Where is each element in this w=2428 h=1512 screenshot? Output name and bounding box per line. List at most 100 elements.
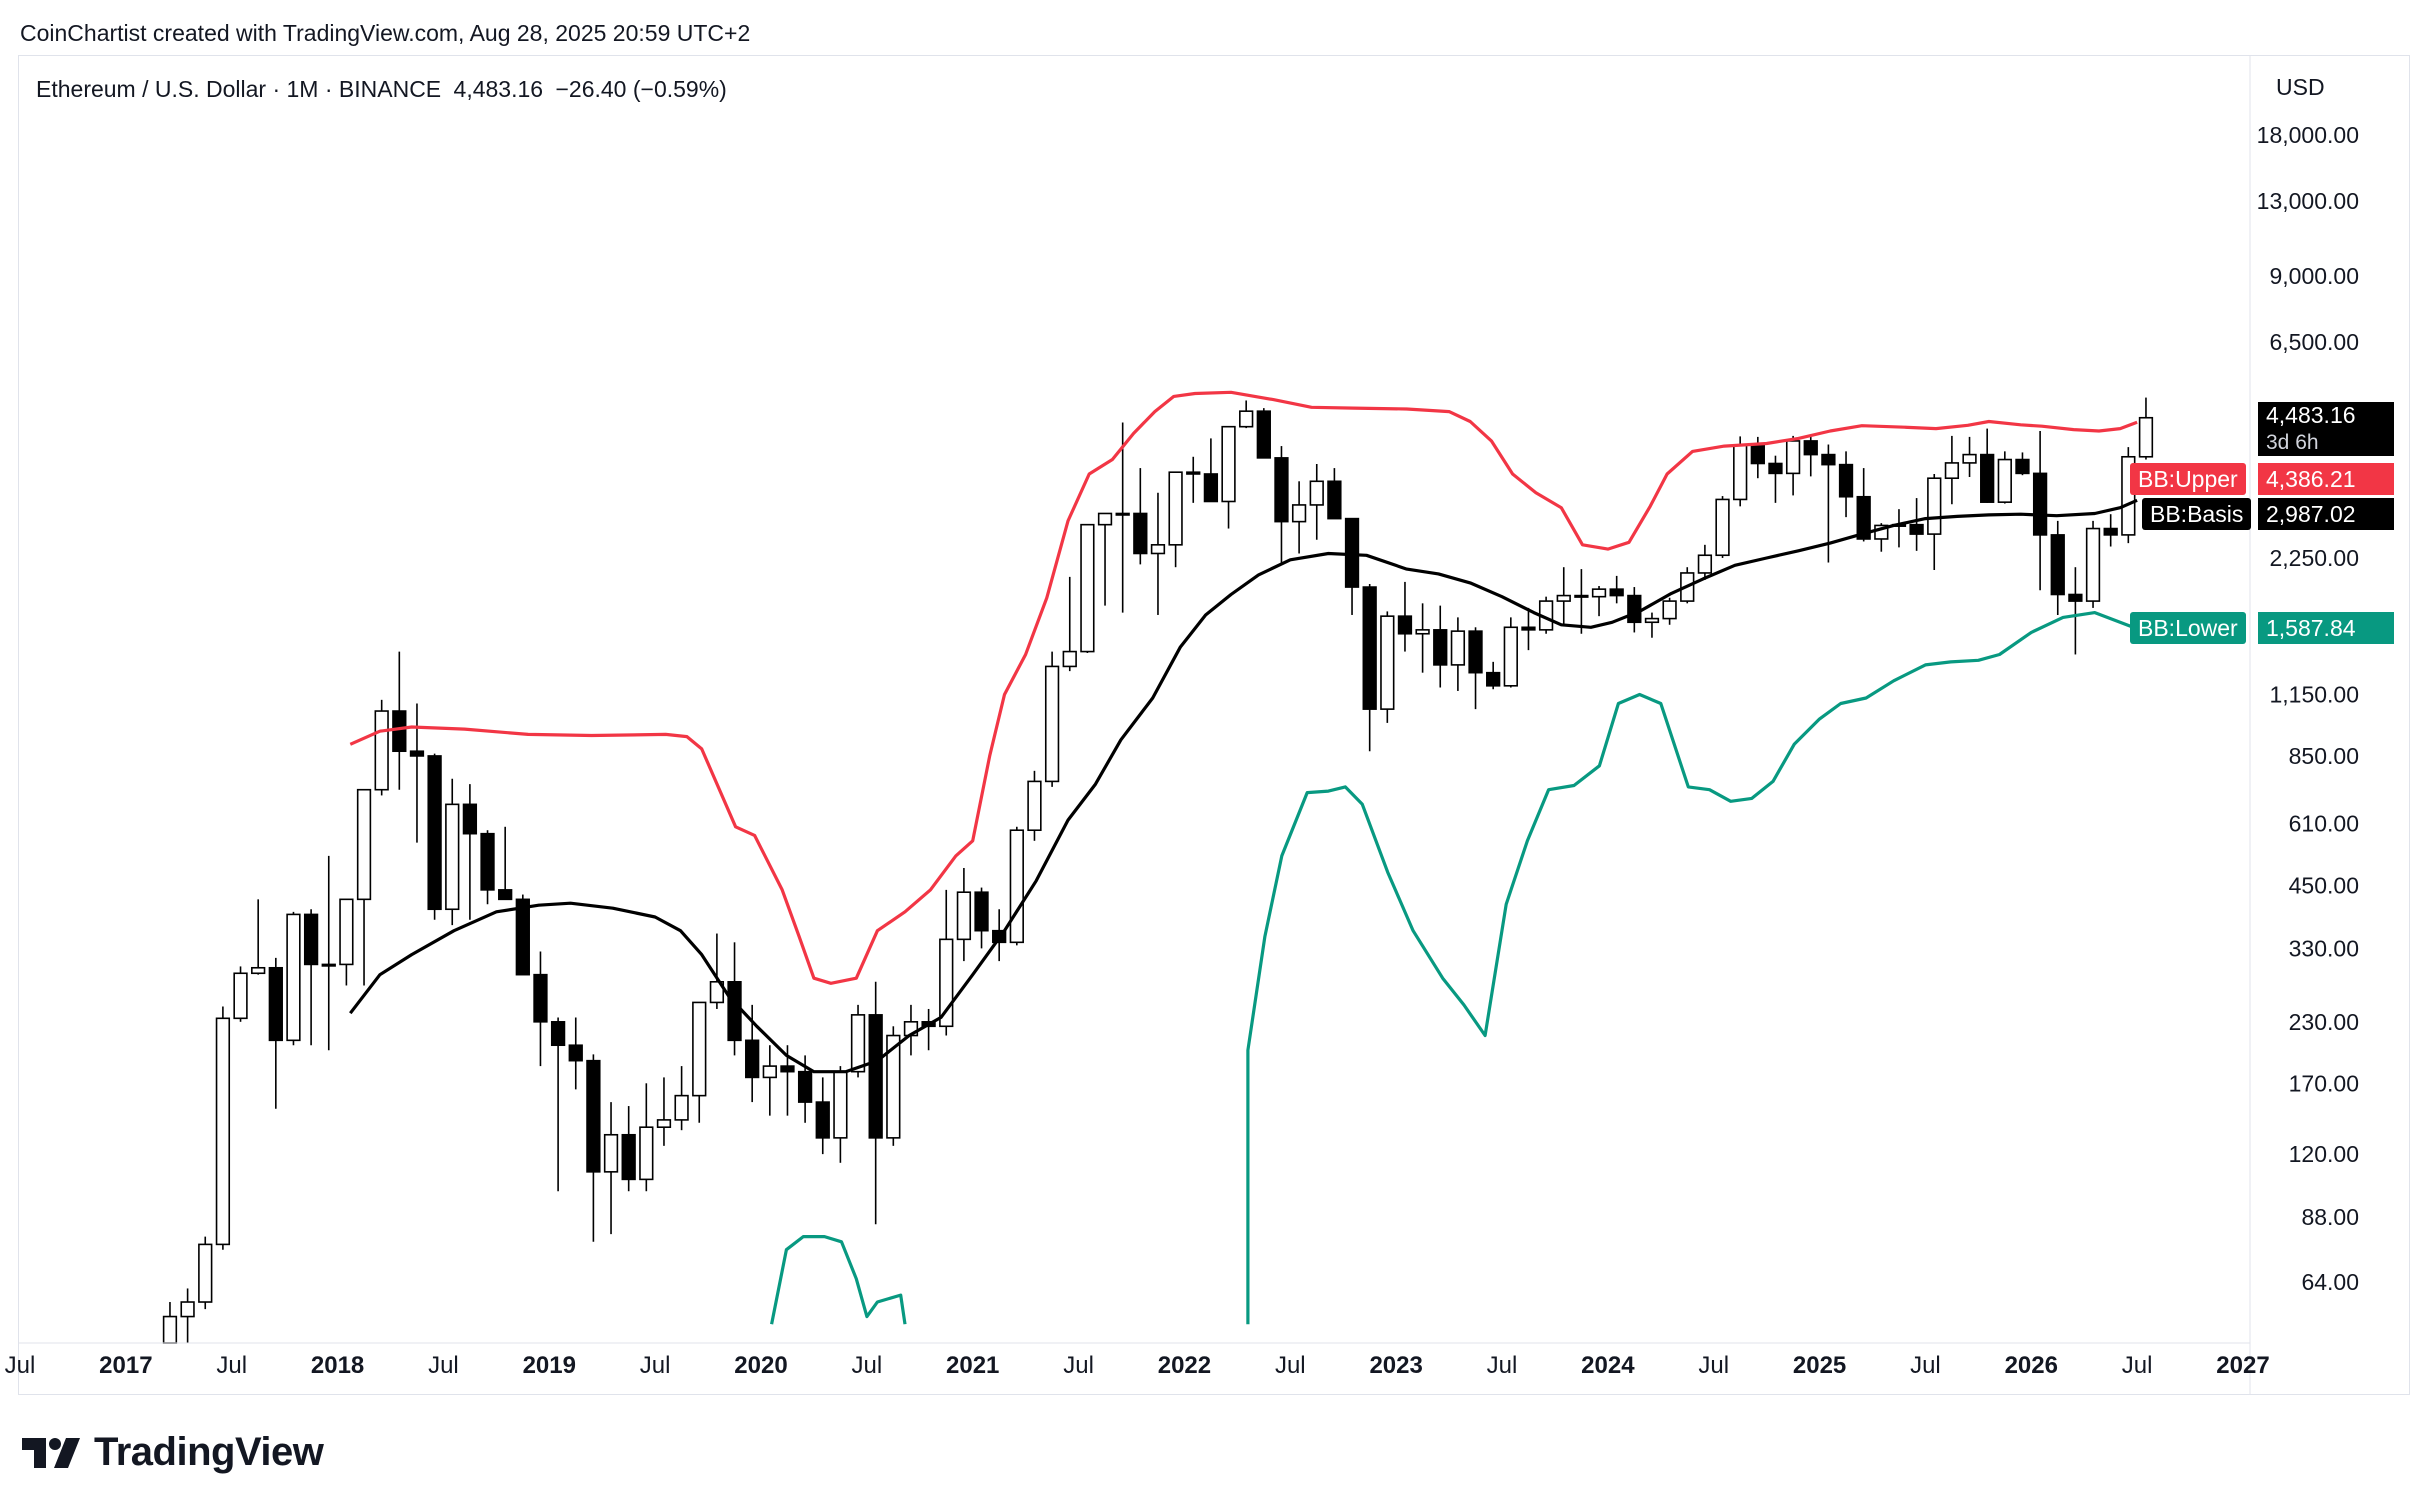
candle[interactable] <box>409 703 425 843</box>
candle[interactable] <box>198 1236 213 1310</box>
candle[interactable] <box>2085 520 2101 608</box>
candle[interactable] <box>303 909 319 1046</box>
candle[interactable] <box>992 909 1007 962</box>
candle[interactable] <box>603 1102 619 1235</box>
candle[interactable] <box>1521 607 1536 651</box>
candle[interactable] <box>1168 471 1183 568</box>
candle[interactable] <box>1644 612 1660 638</box>
candle[interactable] <box>1856 468 1871 542</box>
candle[interactable] <box>1591 586 1607 617</box>
candle[interactable] <box>1927 473 1942 571</box>
candle[interactable] <box>639 1083 654 1192</box>
candle[interactable] <box>868 981 883 1225</box>
candle[interactable] <box>1150 492 1166 615</box>
currency-button[interactable]: USD <box>2276 74 2325 100</box>
candle[interactable] <box>1486 661 1501 690</box>
candle[interactable] <box>1344 517 1360 615</box>
candle[interactable] <box>286 911 301 1046</box>
candle[interactable] <box>1556 567 1571 624</box>
candle[interactable] <box>550 1017 566 1192</box>
candle[interactable] <box>815 1077 830 1155</box>
candle[interactable] <box>1468 627 1483 710</box>
candle[interactable] <box>215 1006 231 1250</box>
candle[interactable] <box>1097 512 1113 606</box>
candle[interactable] <box>1397 581 1413 652</box>
candle[interactable] <box>956 867 972 962</box>
candle[interactable] <box>1115 422 1130 613</box>
candle[interactable] <box>1697 544 1713 580</box>
candle[interactable] <box>1891 509 1907 548</box>
candle[interactable] <box>1239 400 1254 429</box>
candle[interactable] <box>1062 576 1077 672</box>
candle[interactable] <box>621 1106 636 1192</box>
tradingview-logo[interactable]: TradingView <box>22 1430 324 1475</box>
candle[interactable] <box>1380 611 1395 723</box>
candle[interactable] <box>833 1066 848 1163</box>
candle[interactable] <box>1027 770 1042 841</box>
candle[interactable] <box>692 1001 707 1123</box>
candle[interactable] <box>1221 425 1236 529</box>
candle[interactable] <box>921 1008 936 1051</box>
candle[interactable] <box>321 855 336 1051</box>
candle[interactable] <box>268 957 283 1109</box>
candle[interactable] <box>2138 397 2154 460</box>
candle[interactable] <box>533 951 548 1067</box>
candle[interactable] <box>1997 451 2012 504</box>
candle[interactable] <box>1627 587 1642 633</box>
candle[interactable] <box>1803 436 1818 477</box>
candle[interactable] <box>374 699 389 796</box>
candle[interactable] <box>1256 408 1271 459</box>
candle[interactable] <box>2103 514 2118 547</box>
candle[interactable] <box>850 1004 866 1078</box>
candle[interactable] <box>233 966 248 1022</box>
candle[interactable] <box>2015 452 2030 476</box>
candle[interactable] <box>1909 498 1924 551</box>
candle[interactable] <box>445 778 460 926</box>
candle[interactable] <box>1327 468 1342 520</box>
candle[interactable] <box>1662 597 1677 625</box>
candle[interactable] <box>1133 468 1148 565</box>
candle[interactable] <box>1768 455 1783 503</box>
candle[interactable] <box>1009 826 1024 946</box>
candle[interactable] <box>2032 430 2048 591</box>
candle[interactable] <box>180 1288 195 1343</box>
candle[interactable] <box>1362 583 1377 752</box>
candle[interactable] <box>2050 520 2065 615</box>
candle[interactable] <box>1450 617 1466 691</box>
candle[interactable] <box>356 788 372 986</box>
candle[interactable] <box>586 1054 601 1242</box>
candle[interactable] <box>1838 451 1854 518</box>
candle[interactable] <box>392 651 407 790</box>
candle[interactable] <box>1433 605 1448 688</box>
candle[interactable] <box>1044 651 1060 787</box>
candle[interactable] <box>427 753 442 920</box>
candle[interactable] <box>480 830 495 905</box>
candle[interactable] <box>2121 447 2136 544</box>
candle[interactable] <box>709 933 725 1009</box>
candle[interactable] <box>1186 456 1201 503</box>
candle[interactable] <box>1980 428 1995 503</box>
candle[interactable] <box>339 898 354 986</box>
candle[interactable] <box>974 887 989 949</box>
candle[interactable] <box>674 1066 689 1131</box>
candle[interactable] <box>1538 596 1554 634</box>
candle[interactable] <box>1274 446 1289 565</box>
candle[interactable] <box>1080 523 1095 654</box>
candle[interactable] <box>1415 603 1430 673</box>
candle[interactable] <box>568 1017 583 1090</box>
candle[interactable] <box>1574 569 1589 634</box>
candle[interactable] <box>1944 435 1960 505</box>
candle[interactable] <box>498 826 513 901</box>
candle[interactable] <box>2068 567 2083 655</box>
candle[interactable] <box>162 1302 178 1344</box>
candle[interactable] <box>656 1077 672 1146</box>
candle[interactable] <box>1291 481 1307 554</box>
candle[interactable] <box>251 899 266 975</box>
candle[interactable] <box>762 1045 777 1116</box>
candle[interactable] <box>1609 575 1624 604</box>
candle[interactable] <box>1309 464 1324 540</box>
candle[interactable] <box>1785 435 1801 496</box>
candle[interactable] <box>462 784 478 920</box>
candle[interactable] <box>1203 438 1219 503</box>
